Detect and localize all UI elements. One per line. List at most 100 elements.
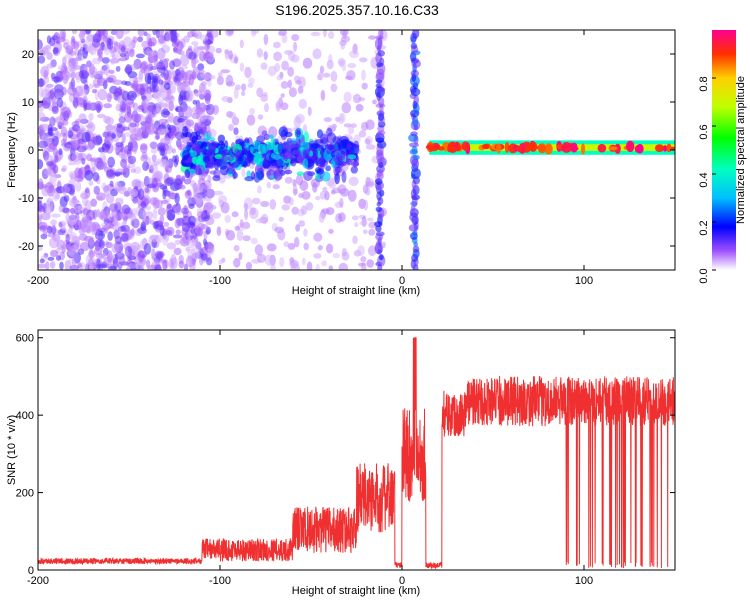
heatmap-noise-blob (346, 70, 356, 81)
heatmap-noise-blob (298, 193, 304, 199)
heatmap-band-blob (244, 176, 255, 182)
heatmap-noise-blob (298, 98, 307, 109)
heatmap-streak-blob (378, 254, 384, 261)
heatmap-noise-blob (178, 50, 185, 56)
spectrogram-x-label: Height of straight line (km) (292, 285, 420, 297)
heatmap-noise-blob (38, 203, 43, 212)
heatmap-noise-blob (343, 91, 352, 103)
heatmap-noise-blob (266, 182, 271, 189)
x-tick-label: -200 (27, 575, 49, 587)
heatmap-noise-blob (167, 191, 175, 197)
heatmap-band-blob (220, 142, 226, 150)
snr-y-label: SNR (10 * v/v) (6, 415, 18, 485)
heatmap-noise-blob (339, 197, 344, 208)
heatmap-noise-blob (107, 156, 116, 168)
heatmap-noise-blob (326, 243, 334, 254)
heatmap-noise-blob (218, 173, 226, 184)
heatmap-noise-blob (244, 66, 252, 79)
heatmap-noise-blob (158, 118, 168, 124)
heatmap-noise-blob (199, 111, 207, 123)
heatmap-noise-blob (365, 144, 376, 150)
heatmap-noise-blob (239, 219, 244, 229)
heatmap-noise-blob (281, 34, 288, 44)
heatmap-noise-blob (86, 142, 95, 151)
heatmap-line-blob (461, 141, 470, 151)
heatmap-noise-blob (239, 39, 244, 49)
heatmap-noise-blob (347, 189, 357, 202)
heatmap-noise-blob (360, 256, 367, 263)
heatmap-noise-blob (175, 131, 185, 140)
heatmap-band-blob (270, 137, 276, 148)
heatmap-noise-blob (166, 242, 176, 250)
heatmap-noise-blob (287, 242, 296, 250)
heatmap-noise-blob (108, 124, 115, 134)
heatmap-noise-blob (143, 31, 148, 37)
heatmap-noise-blob (106, 92, 112, 103)
heatmap-noise-blob (169, 132, 174, 141)
heatmap-band-blob (205, 160, 213, 169)
heatmap-noise-blob (200, 252, 208, 261)
heatmap-noise-blob (206, 209, 211, 216)
heatmap-noise-blob (198, 247, 208, 255)
heatmap-noise-blob (113, 171, 123, 176)
heatmap-noise-blob (205, 115, 215, 122)
heatmap-noise-blob (187, 45, 193, 51)
heatmap-noise-blob (58, 221, 63, 228)
heatmap-noise-blob (241, 83, 247, 92)
heatmap-noise-blob (134, 133, 144, 141)
heatmap-noise-blob (363, 199, 369, 211)
heatmap-noise-blob (217, 72, 223, 77)
heatmap-noise-blob (221, 96, 230, 102)
heatmap-noise-blob (67, 130, 74, 138)
heatmap-noise-blob (38, 140, 48, 149)
heatmap-noise-blob (69, 207, 76, 214)
heatmap-noise-blob (62, 56, 67, 66)
heatmap-noise-blob (165, 165, 172, 173)
heatmap-noise-blob (291, 206, 299, 215)
heatmap-noise-blob (318, 212, 325, 223)
heatmap-noise-blob (124, 245, 133, 258)
heatmap-noise-blob (197, 227, 203, 237)
heatmap-noise-blob (174, 154, 179, 165)
heatmap-band-blob (278, 126, 289, 137)
heatmap-noise-blob (83, 99, 88, 112)
heatmap-noise-blob (243, 202, 249, 211)
heatmap-noise-blob (112, 79, 123, 85)
heatmap-noise-blob (97, 88, 108, 101)
heatmap-noise-blob (103, 184, 110, 197)
heatmap-noise-blob (152, 30, 157, 36)
heatmap-band-blob (184, 169, 191, 179)
heatmap-band-blob (326, 132, 337, 144)
heatmap-noise-blob (177, 119, 184, 132)
heatmap-noise-blob (77, 127, 87, 133)
x-tick-label: -200 (27, 275, 49, 287)
heatmap-noise-blob (273, 51, 282, 62)
heatmap-noise-blob (273, 41, 281, 49)
heatmap-noise-blob (174, 205, 182, 216)
heatmap-noise-blob (361, 69, 366, 81)
heatmap-noise-blob (140, 154, 148, 162)
heatmap-noise-blob (198, 123, 206, 128)
heatmap-noise-blob (340, 35, 351, 43)
heatmap-noise-blob (180, 54, 190, 66)
y-tick-label: 20 (22, 49, 34, 61)
heatmap-noise-blob (175, 229, 181, 235)
heatmap-noise-blob (216, 226, 222, 237)
heatmap-noise-blob (307, 106, 312, 117)
heatmap-noise-blob (45, 261, 50, 270)
heatmap-line-blob (561, 142, 572, 153)
heatmap-noise-blob (281, 204, 291, 211)
heatmap-noise-blob (297, 76, 306, 88)
heatmap-noise-blob (302, 57, 313, 69)
heatmap-noise-blob (140, 144, 148, 154)
heatmap-noise-blob (284, 176, 293, 184)
heatmap-band-blob (302, 150, 308, 158)
heatmap-noise-blob (88, 113, 94, 121)
heatmap-noise-blob (326, 207, 335, 216)
heatmap-noise-blob (61, 186, 71, 193)
heatmap-noise-blob (106, 37, 112, 50)
heatmap-line-blob (516, 145, 522, 153)
heatmap-streak-blob (375, 231, 385, 237)
heatmap-noise-blob (185, 119, 195, 127)
